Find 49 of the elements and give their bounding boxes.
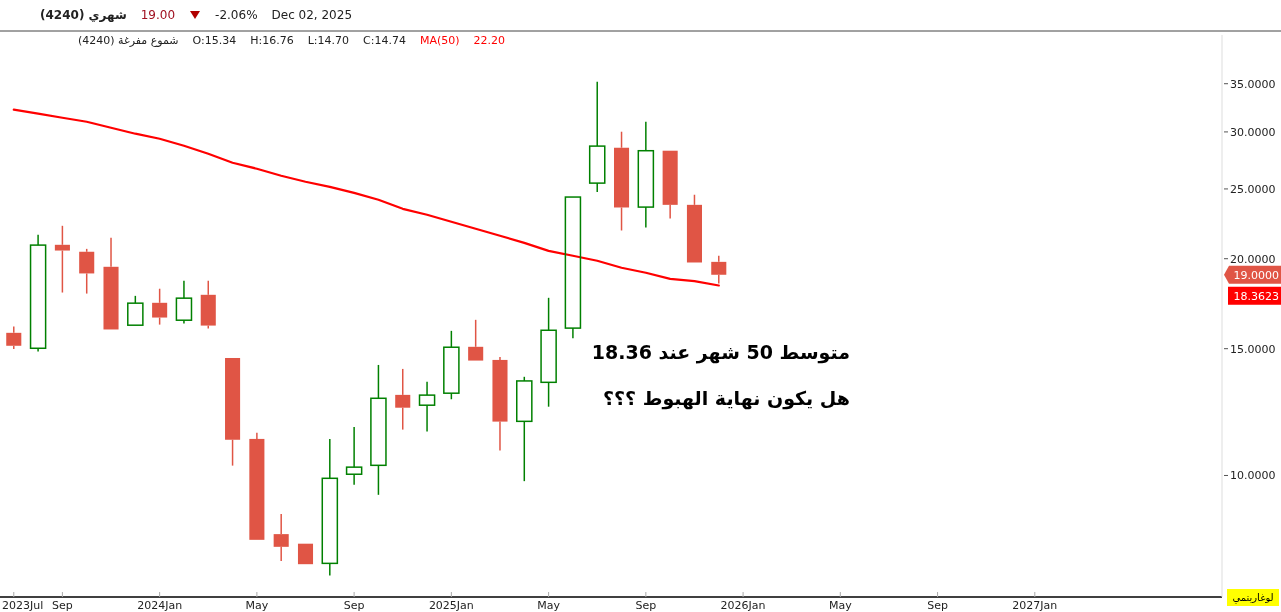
candlestick [273,513,289,562]
x-tick-label: Sep [635,599,657,612]
text: -2.06% [215,8,258,22]
candlestick [540,297,557,408]
candlestick [321,438,339,577]
y-tick-label: 10.0000 [1230,469,1276,483]
text: MA(50) [419,34,460,47]
annotation: هل يكون نهاية الهبوط ؟؟؟ [602,387,850,410]
x-tick-label: May [245,599,269,612]
line-series [12,108,720,287]
annotation: L:14.70 [307,34,350,47]
y-tick-label: 20.0000 [1230,252,1276,266]
annotation: O:15.34 [192,34,237,47]
text: 18.3623 [1233,289,1279,303]
candlestick [345,426,363,486]
candlestick [54,225,70,294]
candlestick [711,255,727,285]
chart-title: (4240) شهري [40,8,127,22]
candlestick [29,234,47,353]
annotation: متوسط 50 شهر عند 18.36 [591,341,850,364]
x-tick-label: Sep [52,599,73,612]
candlestick [418,381,436,433]
x-tick-label: 2026Jan [720,599,766,612]
text: لوغاريتمي [1232,592,1274,604]
annotation: 22.20 [473,34,506,47]
text: Dec 02, 2025 [271,8,353,22]
candlestick [6,325,22,350]
x-tick-label: 2024Jan [137,599,183,612]
text: 19.00 [140,8,176,22]
candlestick [492,356,508,452]
text: 19.0000 [1233,268,1279,282]
x-tick-label: May [828,599,853,612]
annotation: C:14.74 [363,34,406,47]
chart-subtitle: (4240) شموع مفرغة [78,34,179,47]
x-tick-label: 2023Jul [2,599,44,612]
y-tick-label: 25.0000 [1230,182,1276,196]
x-tick-label: 2025Jan [428,599,474,612]
candlestick [395,368,411,431]
y-tick-label: 35.0000 [1230,77,1276,91]
y-tick-label: 15.0000 [1230,342,1276,356]
annotation: H:16.76 [250,34,294,47]
x-tick-label: May [537,599,561,612]
candlestick [370,364,387,496]
y-tick-label: 30.0000 [1230,125,1276,139]
candlestick [637,121,655,229]
x-tick-label: Sep [927,599,948,612]
x-tick-label: Sep [343,599,365,612]
x-tick-label: 2027Jan [1012,599,1058,612]
candlestick [588,81,606,193]
